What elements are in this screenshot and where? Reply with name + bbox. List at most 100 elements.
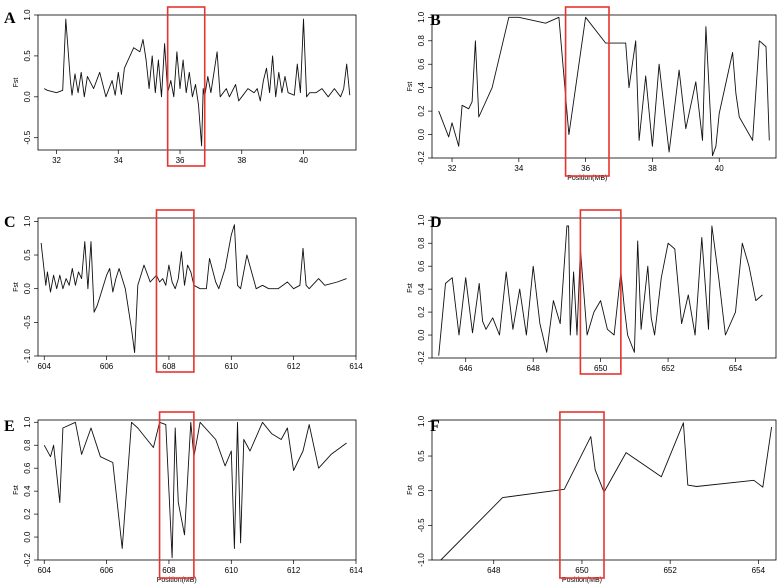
- x-tick-label: 34: [114, 156, 123, 165]
- y-tick-label: 0.4: [23, 485, 32, 497]
- y-tick-label: 0.0: [23, 91, 32, 103]
- y-tick-label: 0.5: [23, 249, 32, 261]
- y-tick-label: 0.2: [417, 306, 426, 318]
- x-tick-label: 614: [349, 362, 363, 371]
- x-tick-label: 32: [52, 156, 61, 165]
- y-tick-label: 1.0: [23, 416, 32, 428]
- y-axis-label: Fst: [13, 485, 20, 495]
- y-tick-label: 0.5: [23, 50, 32, 62]
- y-tick-label: 0.4: [417, 283, 426, 295]
- x-tick-label: 650: [575, 566, 589, 575]
- y-tick-label: 0.6: [23, 462, 32, 474]
- x-tick-label: 652: [663, 566, 677, 575]
- plot-frame: [37, 419, 357, 561]
- y-tick-label: -0.2: [417, 151, 426, 165]
- y-tick-label: 0.0: [417, 485, 426, 497]
- x-tick-label: 646: [459, 364, 473, 373]
- x-tick-label: 38: [648, 164, 657, 173]
- y-axis-label: Fst: [407, 283, 414, 293]
- x-tick-label: 40: [299, 156, 308, 165]
- y-axis-label: Fst: [407, 485, 414, 495]
- y-tick-label: 0.2: [417, 105, 426, 117]
- x-tick-label: 606: [100, 566, 114, 575]
- y-axis-label: Fst: [407, 82, 414, 92]
- x-tick-label: 650: [594, 364, 608, 373]
- chart-panel-b: B -0.2 0.0 0.2 0.4 0.6 0.8 1.0 32 34 36 38 40 Fst Posi…: [407, 6, 777, 182]
- y-tick-label: 0.5: [417, 450, 426, 462]
- y-tick-label: 1.0: [417, 11, 426, 23]
- panel-label: C: [4, 214, 16, 231]
- y-tick-label: -0.2: [417, 351, 426, 365]
- y-tick-label: 0.4: [417, 82, 426, 94]
- x-tick-label: 604: [38, 566, 52, 575]
- x-tick-label: 34: [514, 164, 523, 173]
- x-axis-label: Position(MB): [562, 577, 602, 584]
- y-tick-label: -0.5: [417, 518, 426, 532]
- y-tick-label: 0.0: [23, 531, 32, 543]
- chart-panel-f: F -1.0 -0.5 0.0 0.5 1.0 648 650 652 654 Fst Positio…: [407, 411, 777, 584]
- chart-panel-a: A -0.5 0.0 0.5 1.0 32 34 36 38 40 Fst: [4, 6, 357, 167]
- x-tick-label: 36: [176, 156, 185, 165]
- highlight-box: [579, 209, 622, 375]
- panel-label: D: [430, 214, 442, 231]
- y-tick-label: 1.0: [23, 215, 32, 227]
- chart-panel-e: E -0.2 0.0 0.2 0.4 0.6 0.8 1.0 604 606 608 610 612 61…: [4, 411, 363, 584]
- x-tick-label: 612: [287, 566, 301, 575]
- y-axis-label: Fst: [13, 282, 20, 292]
- panel-label: E: [4, 418, 15, 435]
- highlight-box: [158, 411, 195, 579]
- x-tick-label: 652: [661, 364, 675, 373]
- x-tick-label: 654: [729, 364, 743, 373]
- series-line: [438, 16, 770, 157]
- x-tick-label: 614: [349, 566, 363, 575]
- x-tick-label: 610: [225, 566, 239, 575]
- panel-label: A: [4, 10, 16, 27]
- x-tick-label: 608: [162, 566, 176, 575]
- panel-label: F: [430, 418, 440, 435]
- plot-frame: [37, 217, 357, 357]
- x-tick-label: 648: [487, 566, 501, 575]
- x-tick-label: 648: [526, 364, 540, 373]
- plot-frame: [431, 217, 777, 359]
- x-tick-label: 654: [752, 566, 766, 575]
- y-tick-label: -0.5: [23, 130, 32, 144]
- plot-frame: [431, 14, 777, 159]
- y-tick-label: 1.0: [23, 9, 32, 21]
- y-tick-label: -1.0: [23, 349, 32, 363]
- x-tick-label: 604: [38, 362, 52, 371]
- y-tick-label: 0.0: [417, 329, 426, 341]
- y-tick-label: 0.6: [417, 58, 426, 70]
- x-axis-label: Position(MB): [157, 577, 197, 584]
- series-line: [43, 421, 347, 559]
- x-tick-label: 32: [448, 164, 457, 173]
- chart-panel-c: C -1.0 -0.5 0.0 0.5 1.0 604 606 608 610 612 614 Fst: [4, 209, 363, 373]
- series-line: [43, 18, 351, 147]
- x-tick-label: 38: [237, 156, 246, 165]
- y-tick-label: 0.0: [417, 128, 426, 140]
- x-tick-label: 606: [100, 362, 114, 371]
- y-tick-label: -0.5: [23, 315, 32, 329]
- y-tick-label: 0.2: [23, 508, 32, 520]
- x-tick-label: 608: [162, 362, 176, 371]
- highlight-box: [564, 6, 610, 177]
- y-tick-label: -0.2: [23, 553, 32, 567]
- y-tick-label: 0.0: [23, 283, 32, 295]
- x-tick-label: 40: [715, 164, 724, 173]
- y-tick-label: 0.6: [417, 260, 426, 272]
- highlight-box: [559, 411, 605, 579]
- highlight-box: [166, 6, 206, 167]
- panel-label: B: [430, 12, 441, 29]
- x-tick-label: 610: [225, 362, 239, 371]
- y-axis-label: Fst: [13, 78, 20, 88]
- y-tick-label: 1.0: [417, 415, 426, 427]
- series-line: [440, 422, 773, 561]
- y-tick-label: 0.8: [417, 237, 426, 249]
- x-tick-label: 612: [287, 362, 301, 371]
- y-tick-label: 1.0: [417, 214, 426, 226]
- y-tick-label: 0.8: [23, 439, 32, 451]
- series-line: [438, 225, 763, 356]
- y-tick-label: 0.8: [417, 35, 426, 47]
- y-tick-label: -1.0: [417, 553, 426, 567]
- x-tick-label: 36: [581, 164, 590, 173]
